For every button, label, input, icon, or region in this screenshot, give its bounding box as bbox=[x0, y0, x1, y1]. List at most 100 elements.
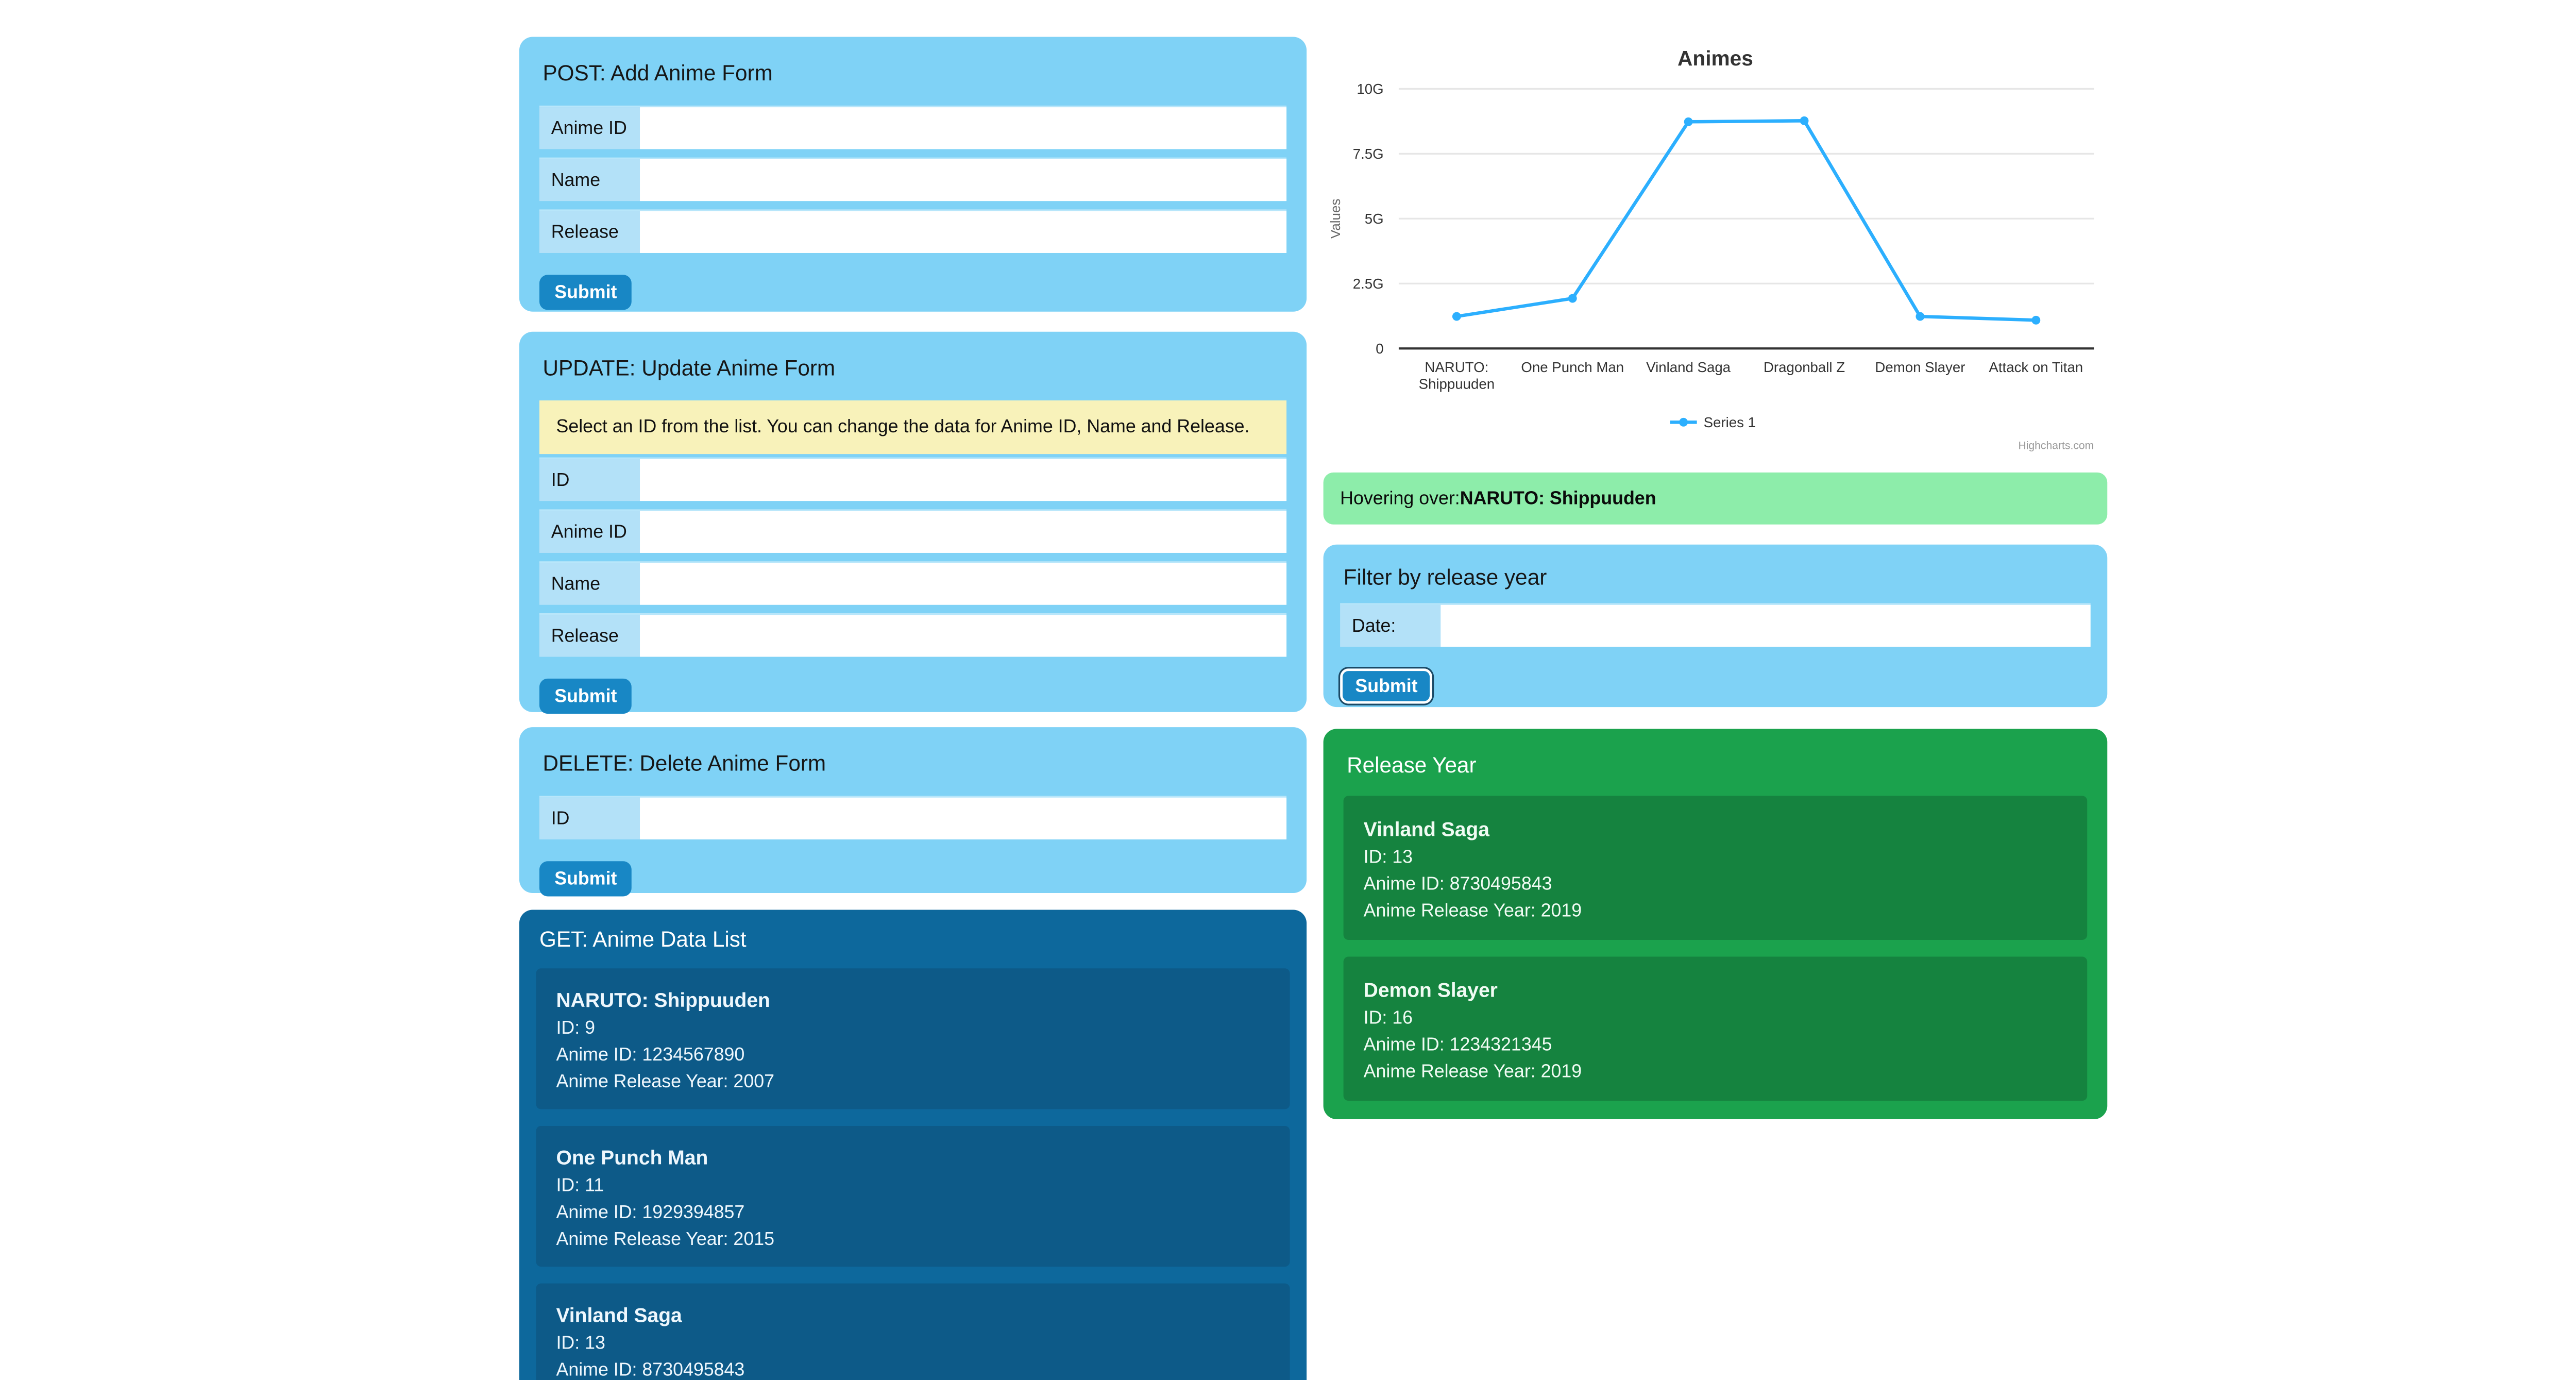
release-label: Release bbox=[539, 211, 640, 253]
anime-card-name: NARUTO: Shippuuden bbox=[556, 988, 770, 1012]
name-label: Name bbox=[539, 159, 640, 201]
data-point[interactable] bbox=[1916, 312, 1925, 321]
anime-card-id: ID: 9 bbox=[556, 1018, 596, 1039]
chart-svg: 0 2.5G 5G 7.5G 10G Animes Values NARUTO: Shippuu… bbox=[1328, 46, 2094, 452]
highcharts-credit[interactable]: Highcharts.com bbox=[2018, 440, 2094, 451]
release-card-release: Anime Release Year: 2019 bbox=[1363, 1062, 1582, 1083]
update-anime-id-label: Anime ID bbox=[539, 511, 640, 553]
delete-id-label: ID bbox=[539, 797, 640, 839]
y-tick-label: 10G bbox=[1357, 81, 1383, 97]
right-column: 0 2.5G 5G 7.5G 10G Animes Values NARUTO: Shippuu… bbox=[1323, 0, 2108, 1119]
anime-data-list: GET: Anime Data List NARUTO: Shippuuden … bbox=[519, 910, 1307, 1380]
update-id-label: ID bbox=[539, 459, 640, 501]
date-input[interactable] bbox=[1440, 604, 2091, 647]
data-point[interactable] bbox=[1684, 117, 1693, 126]
anime-id-label: Anime ID bbox=[539, 107, 640, 149]
y-axis-title: Values bbox=[1328, 199, 1343, 239]
delete-id-input[interactable] bbox=[640, 797, 1287, 839]
data-point[interactable] bbox=[1568, 294, 1577, 303]
update-release-label: Release bbox=[539, 615, 640, 657]
form-row: ID bbox=[539, 457, 1287, 501]
x-category-label: Vinland Saga bbox=[1646, 359, 1731, 375]
release-year-panel: Release Year Vinland Saga ID: 13 Anime I… bbox=[1323, 729, 2108, 1119]
post-form-title: POST: Add Anime Form bbox=[543, 60, 773, 86]
form-row: ID bbox=[539, 796, 1287, 839]
form-row: Release bbox=[539, 209, 1287, 253]
anime-list-title: GET: Anime Data List bbox=[539, 927, 747, 952]
delete-submit-button[interactable]: Submit bbox=[539, 861, 632, 897]
form-row: Anime ID bbox=[539, 509, 1287, 553]
hover-banner-value: NARUTO: Shippuuden bbox=[1460, 488, 1656, 509]
update-release-input[interactable] bbox=[640, 615, 1287, 657]
y-tick-label: 7.5G bbox=[1353, 146, 1384, 162]
x-category-label: Attack on Titan bbox=[1989, 359, 2083, 375]
legend-marker[interactable] bbox=[1679, 417, 1688, 427]
data-point[interactable] bbox=[1452, 312, 1461, 321]
filter-submit-button[interactable]: Submit bbox=[1340, 668, 1433, 704]
hover-banner-prefix: Hovering over: bbox=[1340, 488, 1460, 509]
anime-card-id: ID: 13 bbox=[556, 1334, 605, 1354]
anime-card[interactable]: One Punch Man ID: 11 Anime ID: 192939485… bbox=[536, 1125, 1290, 1267]
update-id-input[interactable] bbox=[640, 459, 1287, 501]
release-card-anime-id: Anime ID: 8730495843 bbox=[1363, 874, 1552, 895]
release-card-anime-id: Anime ID: 1234321345 bbox=[1363, 1035, 1552, 1056]
series-line bbox=[1455, 119, 2038, 322]
form-row: Name bbox=[539, 157, 1287, 201]
data-point[interactable] bbox=[1800, 116, 1809, 125]
x-category-label: Dragonball Z bbox=[1764, 359, 1845, 375]
form-row: Name bbox=[539, 561, 1287, 605]
release-card-id: ID: 13 bbox=[1363, 848, 1413, 868]
date-label: Date: bbox=[1340, 604, 1441, 647]
y-tick-label: 2.5G bbox=[1353, 276, 1384, 292]
update-submit-button[interactable]: Submit bbox=[539, 678, 632, 714]
y-tick-label: 5G bbox=[1365, 211, 1384, 227]
post-submit-button[interactable]: Submit bbox=[539, 275, 632, 310]
form-row: Date: bbox=[1340, 603, 2091, 647]
update-anime-id-input[interactable] bbox=[640, 511, 1287, 553]
anime-id-input[interactable] bbox=[640, 107, 1287, 149]
anime-card[interactable]: Vinland Saga ID: 13 Anime ID: 8730495843… bbox=[536, 1283, 1290, 1380]
release-year-card[interactable]: Demon Slayer ID: 16 Anime ID: 1234321345… bbox=[1343, 956, 2088, 1101]
release-year-title: Release Year bbox=[1347, 752, 1477, 778]
release-card-name: Demon Slayer bbox=[1363, 978, 1498, 1002]
anime-card-id: ID: 11 bbox=[556, 1176, 604, 1197]
anime-card-anime-id: Anime ID: 8730495843 bbox=[556, 1360, 745, 1380]
release-card-name: Vinland Saga bbox=[1363, 817, 1489, 842]
filter-title: Filter by release year bbox=[1343, 564, 1547, 590]
anime-card-name: One Punch Man bbox=[556, 1146, 708, 1170]
hover-banner: Hovering over: NARUTO: Shippuuden bbox=[1323, 472, 2108, 525]
form-row: Release bbox=[539, 613, 1287, 657]
release-input[interactable] bbox=[640, 211, 1287, 253]
anime-chart: 0 2.5G 5G 7.5G 10G Animes Values NARUTO: Shippuu… bbox=[1324, 33, 2108, 456]
update-name-label: Name bbox=[539, 563, 640, 605]
update-form-note: Select an ID from the list. You can chan… bbox=[539, 400, 1287, 455]
delete-form-title: DELETE: Delete Anime Form bbox=[543, 750, 826, 776]
anime-card-release: Anime Release Year: 2007 bbox=[556, 1072, 775, 1092]
name-input[interactable] bbox=[640, 159, 1287, 201]
update-name-input[interactable] bbox=[640, 563, 1287, 605]
anime-card-name: Vinland Saga bbox=[556, 1303, 682, 1327]
data-point[interactable] bbox=[2031, 315, 2041, 325]
update-form-title: UPDATE: Update Anime Form bbox=[543, 355, 836, 381]
anime-card[interactable]: NARUTO: Shippuuden ID: 9 Anime ID: 12345… bbox=[536, 968, 1290, 1109]
chart-title: Animes bbox=[1677, 46, 1753, 70]
left-column: POST: Add Anime Form Anime ID Name Relea… bbox=[519, 0, 1307, 1380]
release-card-id: ID: 16 bbox=[1363, 1008, 1413, 1029]
x-category-label: NARUTO: Shippuuden bbox=[1419, 359, 1495, 392]
x-category-label: One Punch Man bbox=[1521, 359, 1624, 375]
legend-label[interactable]: Series 1 bbox=[1704, 414, 1756, 430]
delete-anime-form: DELETE: Delete Anime Form ID Submit bbox=[519, 727, 1307, 897]
form-row: Anime ID bbox=[539, 105, 1287, 149]
anime-card-anime-id: Anime ID: 1234567890 bbox=[556, 1045, 745, 1066]
anime-card-release: Anime Release Year: 2015 bbox=[556, 1230, 775, 1250]
anime-card-anime-id: Anime ID: 1929394857 bbox=[556, 1203, 745, 1223]
post-anime-form: POST: Add Anime Form Anime ID Name Relea… bbox=[519, 37, 1307, 312]
release-card-release: Anime Release Year: 2019 bbox=[1363, 901, 1582, 922]
y-tick-label: 0 bbox=[1376, 341, 1383, 357]
filter-panel: Filter by release year Date: Submit bbox=[1323, 544, 2108, 708]
update-anime-form: UPDATE: Update Anime Form Select an ID f… bbox=[519, 331, 1307, 714]
x-category-label: Demon Slayer bbox=[1875, 359, 1965, 375]
release-year-card[interactable]: Vinland Saga ID: 13 Anime ID: 8730495843… bbox=[1343, 796, 2088, 940]
